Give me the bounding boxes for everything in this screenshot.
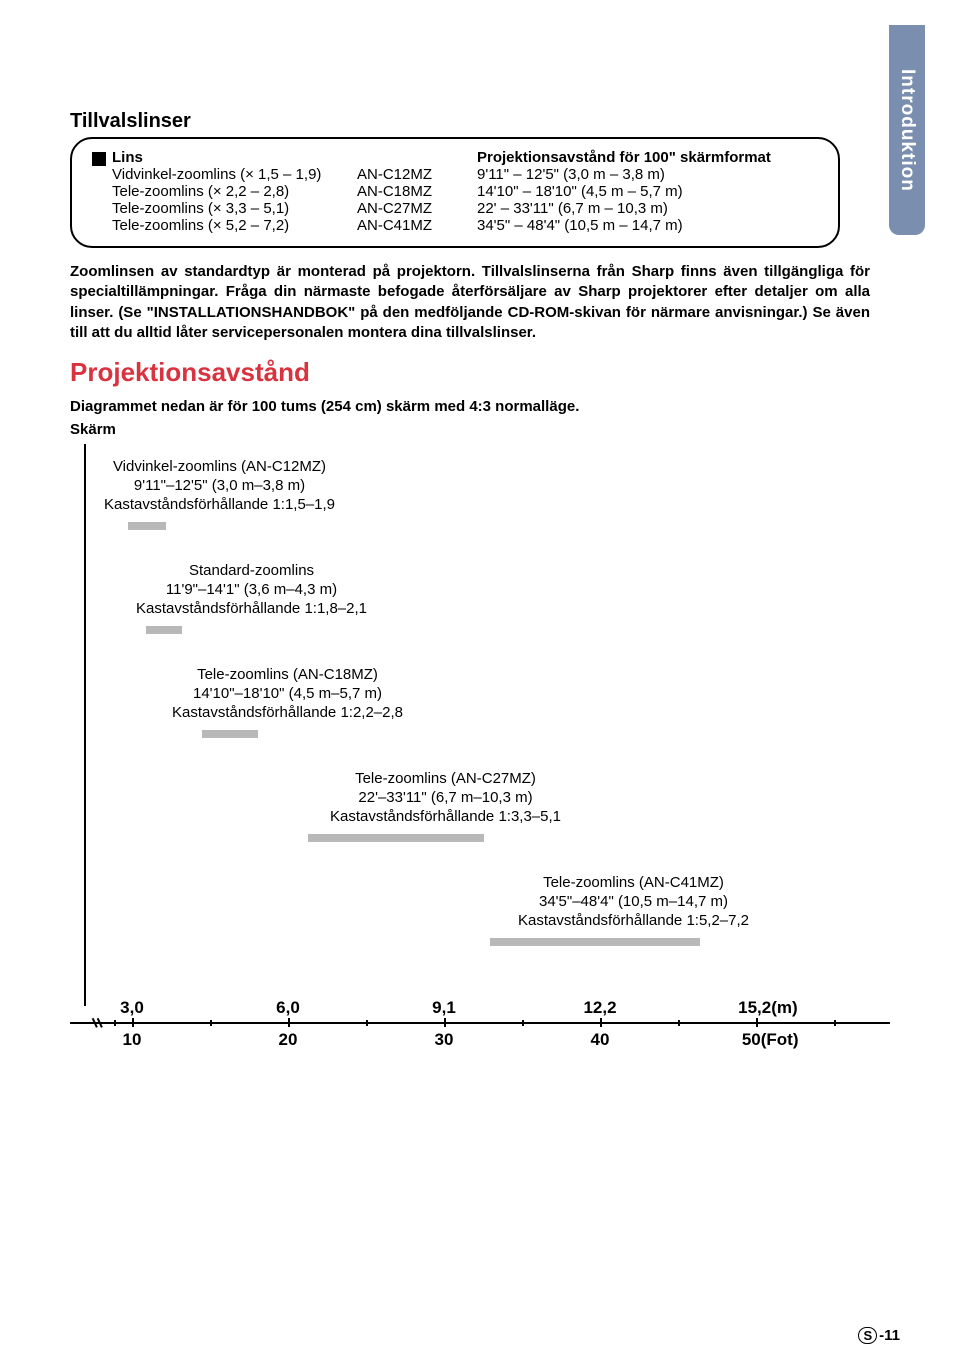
chart-range-bar [146,626,182,634]
side-tab: Introduktion [889,25,925,235]
side-tab-label: Introduktion [896,69,918,192]
chart-vertical-axis [84,444,86,1006]
lens-table-box: Lins Projektionsavstånd för 100" skärmfo… [70,137,840,248]
axis-minor-tick [678,1020,680,1026]
chart-lens-range: 34'5"–48'4" (10,5 m–14,7 m) [518,893,749,912]
lens-distance: 9'11" – 12'5" (3,0 m – 3,8 m) [477,166,818,183]
lens-table-row: Tele-zoomlins (× 3,3 – 5,1)AN-C27MZ22' –… [92,200,818,217]
axis-label-feet: 20 [279,1030,298,1050]
chart-lens-block: Vidvinkel-zoomlins (AN-C12MZ)9'11"–12'5"… [104,458,335,514]
chart-range-bar [128,522,166,530]
lens-name: Tele-zoomlins (× 3,3 – 5,1) [92,200,357,217]
chart-lens-ratio: Kastavståndsförhållande 1:1,5–1,9 [104,496,335,515]
axis-minor-tick [210,1020,212,1026]
lens-distance: 34'5" – 48'4" (10,5 m – 14,7 m) [477,217,818,234]
diagram-caption: Diagrammet nedan är för 100 tums (254 cm… [70,398,900,415]
axis-label-feet: 40 [591,1030,610,1050]
axis-tick [600,1018,602,1027]
axis-minor-tick [114,1020,116,1026]
axis-label-feet: 10 [123,1030,142,1050]
lens-name: Tele-zoomlins (× 2,2 – 2,8) [92,183,357,200]
lens-table-header: Lins Projektionsavstånd för 100" skärmfo… [92,149,818,166]
square-bullet-icon [92,152,106,166]
axis-label-meters: 6,0 [276,998,300,1018]
chart-lens-name: Tele-zoomlins (AN-C27MZ) [330,770,561,789]
lens-table-row: Vidvinkel-zoomlins (× 1,5 – 1,9)AN-C12MZ… [92,166,818,183]
section-title: Tillvalslinser [70,110,900,133]
page-num-value: -11 [879,1327,900,1344]
throw-distance-chart: Vidvinkel-zoomlins (AN-C12MZ)9'11"–12'5"… [70,444,890,1064]
axis-minor-tick [366,1020,368,1026]
lens-name: Tele-zoomlins (× 5,2 – 7,2) [92,217,357,234]
axis-minor-tick [834,1020,836,1026]
lens-header-col1: Lins [112,149,143,166]
lens-name: Vidvinkel-zoomlins (× 1,5 – 1,9) [92,166,357,183]
chart-horizontal-axis: 3,0106,0209,13012,24015,2(m)50(Fot) [70,1004,890,1064]
axis-tick [444,1018,446,1027]
chart-lens-ratio: Kastavståndsförhållande 1:2,2–2,8 [172,704,403,723]
chart-lens-block: Standard-zoomlins11'9"–14'1" (3,6 m–4,3 … [136,562,367,618]
chart-lens-range: 14'10"–18'10" (4,5 m–5,7 m) [172,685,403,704]
lens-table-row: Tele-zoomlins (× 5,2 – 7,2)AN-C41MZ34'5"… [92,217,818,234]
lens-model: AN-C41MZ [357,217,477,234]
chart-range-bar [202,730,258,738]
chart-lens-block: Tele-zoomlins (AN-C41MZ)34'5"–48'4" (10,… [518,874,749,930]
lens-table-row: Tele-zoomlins (× 2,2 – 2,8)AN-C18MZ14'10… [92,183,818,200]
lens-distance: 22' – 33'11" (6,7 m – 10,3 m) [477,200,818,217]
axis-label-meters: 9,1 [432,998,456,1018]
axis-label-meters: 12,2 [583,998,616,1018]
chart-lens-range: 11'9"–14'1" (3,6 m–4,3 m) [136,581,367,600]
chart-lens-name: Standard-zoomlins [136,562,367,581]
chart-lens-ratio: Kastavståndsförhållande 1:3,3–5,1 [330,808,561,827]
axis-tick [756,1018,758,1027]
chart-lens-range: 22'–33'11" (6,7 m–10,3 m) [330,789,561,808]
axis-label-meters: 3,0 [120,998,144,1018]
chart-range-bar [308,834,484,842]
axis-line [70,1022,890,1024]
lens-model: AN-C27MZ [357,200,477,217]
skarm-label: Skärm [70,421,900,438]
chart-lens-name: Tele-zoomlins (AN-C18MZ) [172,666,403,685]
axis-break-icon [90,1014,106,1032]
axis-minor-tick [522,1020,524,1026]
axis-tick [132,1018,134,1027]
axis-label-feet: 30 [435,1030,454,1050]
chart-lens-ratio: Kastavståndsförhållande 1:1,8–2,1 [136,600,367,619]
lens-model: AN-C18MZ [357,183,477,200]
chart-lens-block: Tele-zoomlins (AN-C18MZ)14'10"–18'10" (4… [172,666,403,722]
axis-tick [288,1018,290,1027]
projection-distance-title: Projektionsavstånd [70,357,900,388]
chart-lens-name: Tele-zoomlins (AN-C41MZ) [518,874,749,893]
lens-model: AN-C12MZ [357,166,477,183]
chart-lens-ratio: Kastavståndsförhållande 1:5,2–7,2 [518,912,749,931]
lens-distance: 14'10" – 18'10" (4,5 m – 5,7 m) [477,183,818,200]
chart-lens-name: Vidvinkel-zoomlins (AN-C12MZ) [104,458,335,477]
axis-label-meters: 15,2(m) [738,998,798,1018]
axis-label-feet: 50(Fot) [742,1030,799,1050]
body-paragraph: Zoomlinsen av standardtyp är monterad på… [70,262,870,343]
page-prefix: S [858,1327,877,1344]
lens-header-col3: Projektionsavstånd för 100" skärmformat [477,149,818,166]
chart-range-bar [490,938,700,946]
chart-lens-range: 9'11"–12'5" (3,0 m–3,8 m) [104,477,335,496]
page-number: S-11 [858,1327,900,1344]
chart-lens-block: Tele-zoomlins (AN-C27MZ)22'–33'11" (6,7 … [330,770,561,826]
